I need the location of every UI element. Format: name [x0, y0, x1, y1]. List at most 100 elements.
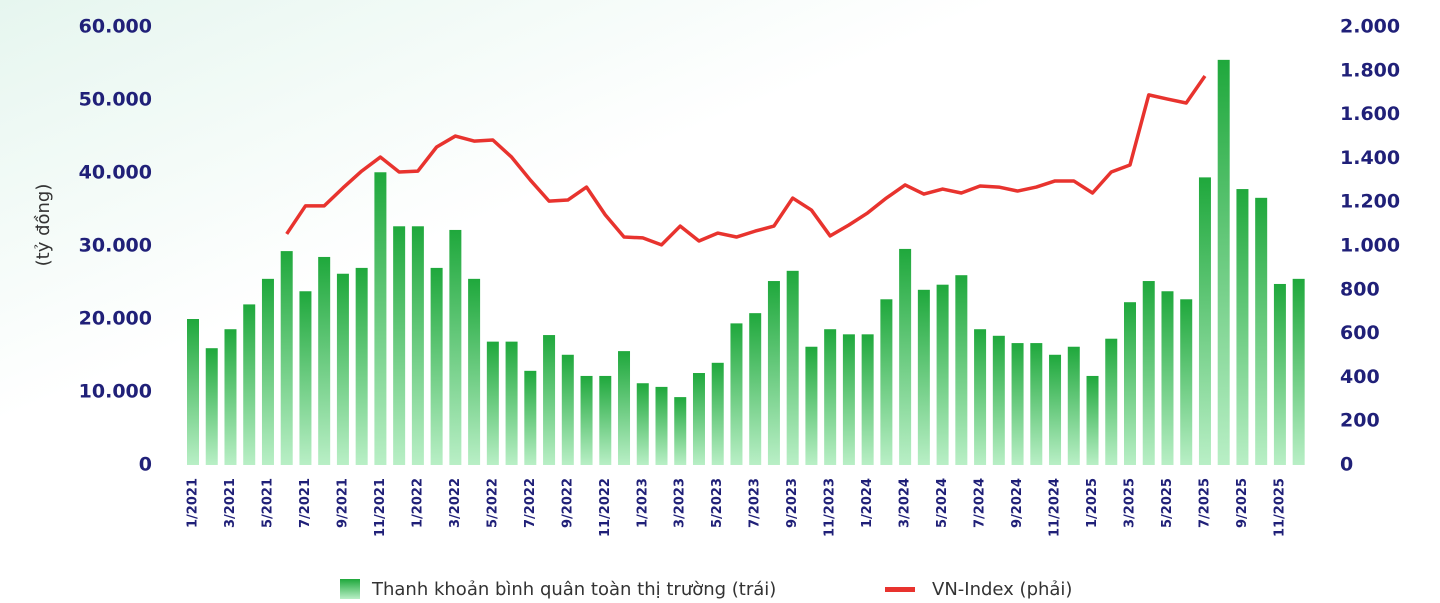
legend-swatch — [340, 579, 360, 599]
bar — [299, 291, 312, 465]
x-tick-label: 5/2021 — [260, 478, 275, 528]
y2-tick-label: 600 — [1340, 322, 1380, 344]
bar — [992, 335, 1005, 465]
x-tick-label: 11/2023 — [823, 478, 838, 537]
bar — [374, 172, 387, 465]
y2-tick-label: 1.800 — [1340, 59, 1400, 81]
bar — [730, 323, 743, 465]
y-tick-label: 30.000 — [79, 235, 152, 257]
bar — [1236, 189, 1249, 465]
bar — [767, 281, 780, 465]
bar — [936, 284, 949, 465]
bar — [674, 397, 687, 465]
x-tick-label: 1/2022 — [410, 478, 425, 528]
bar — [486, 341, 499, 465]
y2-tick-label: 1.600 — [1340, 103, 1400, 125]
bar — [1292, 278, 1305, 465]
x-tick-label: 1/2021 — [186, 478, 201, 528]
x-tick-label: 5/2023 — [710, 478, 725, 528]
bar — [824, 329, 837, 465]
bar — [430, 267, 443, 465]
bar — [449, 229, 462, 465]
bar — [636, 383, 649, 465]
bar — [468, 278, 481, 465]
bar — [205, 348, 218, 465]
bar — [805, 346, 818, 465]
legend-label: Thanh khoản bình quân toàn thị trường (t… — [371, 579, 776, 600]
y2-tick-label: 400 — [1340, 366, 1380, 388]
y-tick-label: 50.000 — [79, 89, 152, 111]
x-tick-label: 5/2022 — [485, 478, 500, 528]
bar — [711, 362, 724, 465]
bar — [336, 273, 349, 465]
y-tick-label: 20.000 — [79, 308, 152, 330]
x-tick-label: 3/2021 — [223, 478, 238, 528]
bar — [1011, 343, 1024, 465]
bar — [955, 275, 968, 465]
y2-tick-label: 200 — [1340, 410, 1380, 432]
y-tick-label: 60.000 — [79, 16, 152, 38]
bar — [224, 329, 237, 465]
bar — [1086, 375, 1099, 465]
x-tick-label: 3/2023 — [673, 478, 688, 528]
bar — [261, 278, 274, 465]
x-tick-label: 3/2024 — [898, 478, 913, 528]
bar — [1161, 291, 1174, 465]
bar — [543, 335, 556, 465]
bar — [899, 248, 912, 465]
y2-tick-label: 800 — [1340, 278, 1380, 300]
x-tick-label: 1/2024 — [860, 478, 875, 528]
x-tick-label: 7/2021 — [298, 478, 313, 528]
bar — [655, 386, 668, 465]
x-tick-label: 3/2025 — [1123, 478, 1138, 528]
x-tick-label: 11/2022 — [598, 478, 613, 537]
y2-tick-label: 1.200 — [1340, 191, 1400, 213]
bar — [561, 354, 574, 465]
x-tick-label: 7/2023 — [748, 478, 763, 528]
y-tick-label: 10.000 — [79, 381, 152, 403]
bar — [618, 351, 631, 465]
x-tick-label: 7/2022 — [523, 478, 538, 528]
line — [285, 75, 1207, 247]
bar — [318, 256, 331, 465]
bar — [1030, 343, 1043, 465]
bar — [1198, 177, 1211, 465]
x-tick-label: 11/2021 — [373, 478, 388, 537]
bar — [1255, 197, 1268, 465]
bar — [280, 251, 293, 465]
bar — [1142, 281, 1155, 465]
bar — [692, 373, 705, 465]
x-tick-label: 9/2023 — [785, 478, 800, 528]
x-tick-label: 11/2025 — [1272, 478, 1287, 537]
bar — [580, 375, 593, 465]
bar — [842, 334, 855, 465]
x-tick-label: 7/2025 — [1197, 478, 1212, 528]
y2-tick-label: 1.400 — [1340, 147, 1400, 169]
legend-label: VN-Index (phải) — [932, 579, 1072, 600]
y-tick-label: 0 — [139, 454, 152, 476]
bar — [974, 329, 987, 465]
bar — [1217, 59, 1230, 465]
x-tick-label: 7/2024 — [973, 478, 988, 528]
x-tick-label: 9/2021 — [335, 478, 350, 528]
bar — [1124, 302, 1136, 465]
bar — [749, 313, 762, 465]
bar — [880, 299, 893, 465]
bar — [355, 267, 368, 465]
y-axis-label: (tỷ đồng) — [33, 184, 54, 267]
bar — [861, 334, 874, 465]
legend-swatch — [885, 587, 915, 592]
bar — [393, 226, 406, 465]
bar — [505, 341, 518, 465]
y2-tick-label: 0 — [1340, 454, 1353, 476]
x-tick-label: 9/2025 — [1235, 478, 1250, 528]
bar — [917, 289, 930, 465]
x-tick-label: 3/2022 — [448, 478, 463, 528]
bar — [1049, 354, 1062, 465]
x-tick-label: 5/2024 — [935, 478, 950, 528]
bar — [1180, 299, 1193, 465]
bar — [786, 270, 799, 465]
bar — [187, 319, 199, 465]
x-tick-label: 11/2024 — [1048, 478, 1063, 537]
